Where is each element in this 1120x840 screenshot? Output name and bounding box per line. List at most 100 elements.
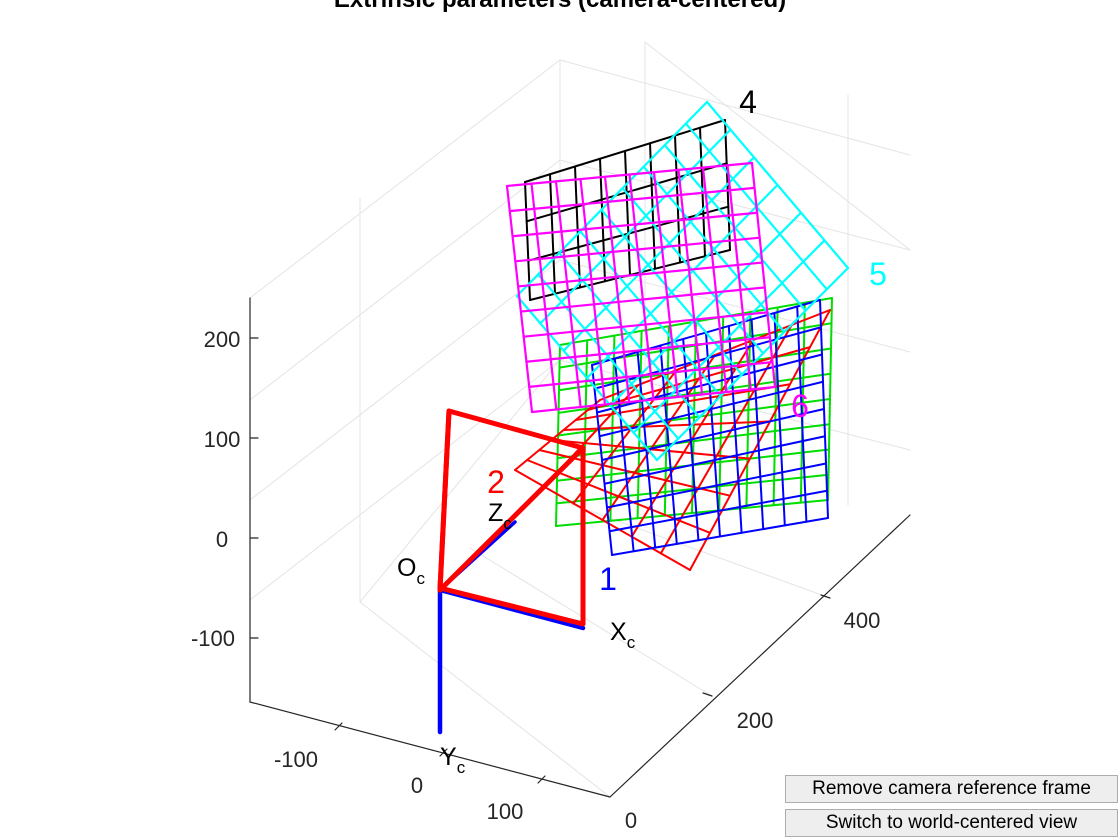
grid-1-line (606, 462, 827, 509)
tick-labels: -100 0 100 200 -100 0 100 0 200 400 (191, 327, 880, 833)
gridline (249, 259, 561, 501)
x-tick-label: 100 (487, 799, 524, 824)
grid-1-line (608, 489, 828, 533)
grid-5-line (515, 294, 659, 462)
gridline (249, 159, 561, 401)
chart-title: Extrinsic parameters (camera-centered) (0, 0, 1120, 14)
grid-5-line (621, 187, 765, 355)
gridline (359, 601, 611, 798)
z-tick-label: 0 (625, 808, 637, 833)
grid-6-line (530, 385, 777, 414)
grid-6-line (701, 166, 728, 394)
camera-origin-label: Oc (397, 554, 425, 588)
calibration-grids (505, 100, 850, 571)
grid-6-line (508, 186, 756, 213)
grid-1 (591, 299, 829, 556)
frustum-edge (437, 445, 586, 593)
remove-camera-frame-button[interactable]: Remove camera reference frame (785, 775, 1118, 803)
gridline (559, 59, 911, 156)
camera-y-label: Yc (440, 743, 466, 777)
x-tick-label: -100 (274, 747, 318, 772)
gridline (249, 359, 561, 601)
grid-5-line (609, 211, 803, 407)
grid-5-line (642, 165, 786, 334)
grid-1-line (611, 517, 829, 556)
camera-y-label-subscript: c (457, 758, 466, 777)
grid-5-line (579, 230, 722, 398)
camera-x-label-subscript: c (627, 633, 636, 652)
z-tick (702, 692, 713, 697)
grid-4-line (549, 173, 556, 295)
grid-4-line (624, 150, 631, 276)
grid-6-line (511, 211, 759, 238)
grid-5-line (537, 273, 680, 440)
grid-6-line (554, 180, 582, 409)
grid-6-line (603, 175, 631, 404)
gridline (249, 59, 561, 299)
grid-1-line (598, 380, 824, 438)
z-tick-label: 400 (844, 608, 881, 633)
x-tick (334, 722, 343, 731)
grid-4-line (574, 165, 581, 289)
grid-5-line (600, 208, 743, 376)
z-tick (820, 594, 831, 599)
grid-2-line (601, 354, 716, 521)
grid-label-4: 4 (739, 84, 757, 120)
grid-1-line (601, 408, 825, 461)
grid-1-line (603, 435, 826, 485)
camera-x-label: Xc (610, 618, 636, 652)
grid-3-line (555, 499, 829, 527)
grid-6-line (750, 161, 777, 389)
x-tick-label: 0 (411, 773, 423, 798)
grid-5-line (585, 183, 779, 380)
y-tick-label: 0 (216, 527, 228, 552)
grid-6-line (579, 178, 607, 406)
grid-3-line (557, 398, 831, 437)
gridline (644, 41, 911, 251)
camera-frame (437, 408, 586, 735)
frustum-edge (437, 408, 452, 593)
grid-label-2: 2 (487, 464, 505, 500)
grid-6-line (528, 361, 774, 388)
grid-6-line (530, 182, 558, 411)
z-axis-line (609, 514, 911, 798)
x-tick (439, 748, 448, 757)
gridline (559, 359, 911, 451)
grid-4 (524, 119, 731, 301)
grid-6-line (505, 161, 754, 188)
grid-6-line (519, 286, 766, 313)
x-axis-line (249, 701, 611, 798)
z-tick-label: 200 (737, 708, 774, 733)
grid-6-line (517, 261, 764, 288)
grid-label-5: 5 (869, 256, 887, 292)
grid-6-line (505, 184, 534, 414)
grid-3-line (556, 423, 831, 460)
grid-5-line (515, 100, 709, 298)
grid-6-line (522, 311, 769, 338)
axis-lines (249, 297, 911, 798)
camera-z-label-subscript: c (503, 514, 512, 533)
grid-2-line (689, 309, 831, 571)
grid-2-line (572, 369, 678, 505)
grid-5-line (632, 239, 826, 434)
grid-label-1: 1 (599, 561, 617, 597)
grid-2-line (514, 399, 601, 471)
grid-6 (505, 161, 777, 414)
grid-6-line (726, 164, 752, 391)
x-tick (537, 775, 546, 784)
gridline (359, 359, 561, 603)
grid-6-line (677, 168, 704, 396)
grid-6-line (514, 236, 761, 263)
grid-5-line (705, 100, 850, 270)
grid-6-line (628, 173, 655, 401)
grid-5 (515, 100, 850, 462)
grid-label-6: 6 (791, 388, 809, 424)
grid-6-line (525, 336, 771, 363)
switch-world-view-button[interactable]: Switch to world-centered view (785, 809, 1118, 837)
camera-origin-label-subscript: c (416, 569, 425, 588)
grid-6-line (652, 171, 679, 399)
y-tick-label: 100 (204, 427, 241, 452)
y-tick-label: -100 (191, 626, 235, 651)
gridline (469, 547, 713, 697)
